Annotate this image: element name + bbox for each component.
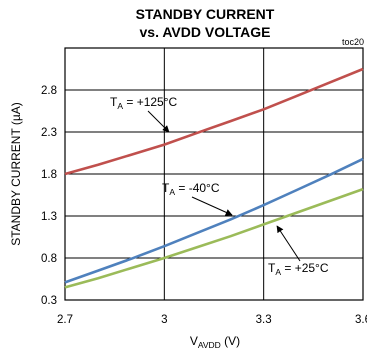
y-tick-label-0: 0.3 [41,295,57,307]
chart-title: STANDBY CURRENT [136,6,275,22]
x-axis-label: VAVDD (V) [190,334,240,350]
annotation-25c-arrow [276,225,301,262]
series-line-2 [64,187,364,289]
y-tick-label-5: 2.8 [41,85,57,97]
y-tick-label-3: 1.8 [41,169,57,181]
chart-subtitle: vs. AVDD VOLTAGE [140,24,271,40]
x-tick-label-1: 3 [161,314,167,326]
x-tick-label-0: 2.7 [57,314,73,326]
y-tick-labels: 0.3 0.8 1.3 1.8 2.3 2.8 [41,85,57,307]
x-tick-labels: 2.7 3 3.3 3.6 [57,314,367,326]
figure-id: toc20 [342,37,364,47]
annotation-minus40c-arrow [191,196,233,216]
annotation-minus40c: TA = -40°C [162,181,220,197]
x-axis-label-sub: AVDD [198,340,221,350]
x-tick-label-2: 3.3 [256,314,272,326]
x-tick-label-3: 3.6 [355,314,367,326]
annotation-25c: TA = +25°C [268,261,329,277]
y-tick-label-1: 0.8 [41,253,57,265]
y-tick-label-4: 2.3 [41,127,57,139]
x-axis-label-unit: (V) [221,334,240,348]
y-tick-label-2: 1.3 [41,211,57,223]
y-axis-label: STANDBY CURRENT (µA) [9,102,23,246]
annotation-125c-arrow [147,110,170,133]
series-line-0 [64,67,364,176]
grid [65,48,363,300]
series-line-1 [64,157,364,284]
annotation-125c: TA = +125°C [110,95,178,111]
series-group [64,67,364,289]
x-axis-label-main: V [190,334,198,348]
